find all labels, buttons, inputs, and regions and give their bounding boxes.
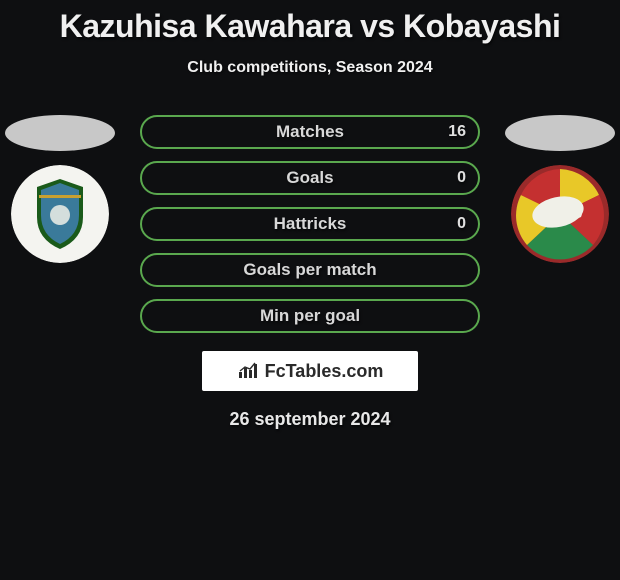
stat-rows: Matches 16 Goals 0 Hattricks 0 Goals per… — [140, 115, 480, 333]
stat-label: Matches — [276, 122, 344, 142]
stat-right-val: 0 — [457, 215, 466, 233]
stat-bar-hattricks: Hattricks 0 — [140, 207, 480, 241]
stat-label: Min per goal — [260, 306, 360, 326]
date-text: 26 september 2024 — [0, 409, 620, 430]
club-badge-right — [511, 165, 609, 263]
comparison-row: Matches 16 Goals 0 Hattricks 0 Goals per… — [0, 115, 620, 333]
badge-left-svg — [11, 165, 109, 263]
watermark: FcTables.com — [202, 351, 418, 391]
badge-right-svg — [511, 165, 609, 263]
player-left-photo — [5, 115, 115, 151]
stat-label: Hattricks — [274, 214, 347, 234]
club-badge-left — [11, 165, 109, 263]
stat-right-val: 0 — [457, 169, 466, 187]
stat-right-val: 16 — [448, 123, 466, 141]
chart-icon — [237, 362, 261, 380]
player-right-column — [500, 115, 620, 263]
player-right-photo — [505, 115, 615, 151]
stat-label: Goals — [286, 168, 333, 188]
subtitle: Club competitions, Season 2024 — [0, 59, 620, 77]
stat-bar-goals-per-match: Goals per match — [140, 253, 480, 287]
stat-bar-min-per-goal: Min per goal — [140, 299, 480, 333]
stat-bar-matches: Matches 16 — [140, 115, 480, 149]
watermark-text: FcTables.com — [265, 361, 384, 382]
stat-label: Goals per match — [243, 260, 376, 280]
player-left-column — [0, 115, 120, 263]
page-title: Kazuhisa Kawahara vs Kobayashi — [0, 8, 620, 45]
stat-bar-goals: Goals 0 — [140, 161, 480, 195]
